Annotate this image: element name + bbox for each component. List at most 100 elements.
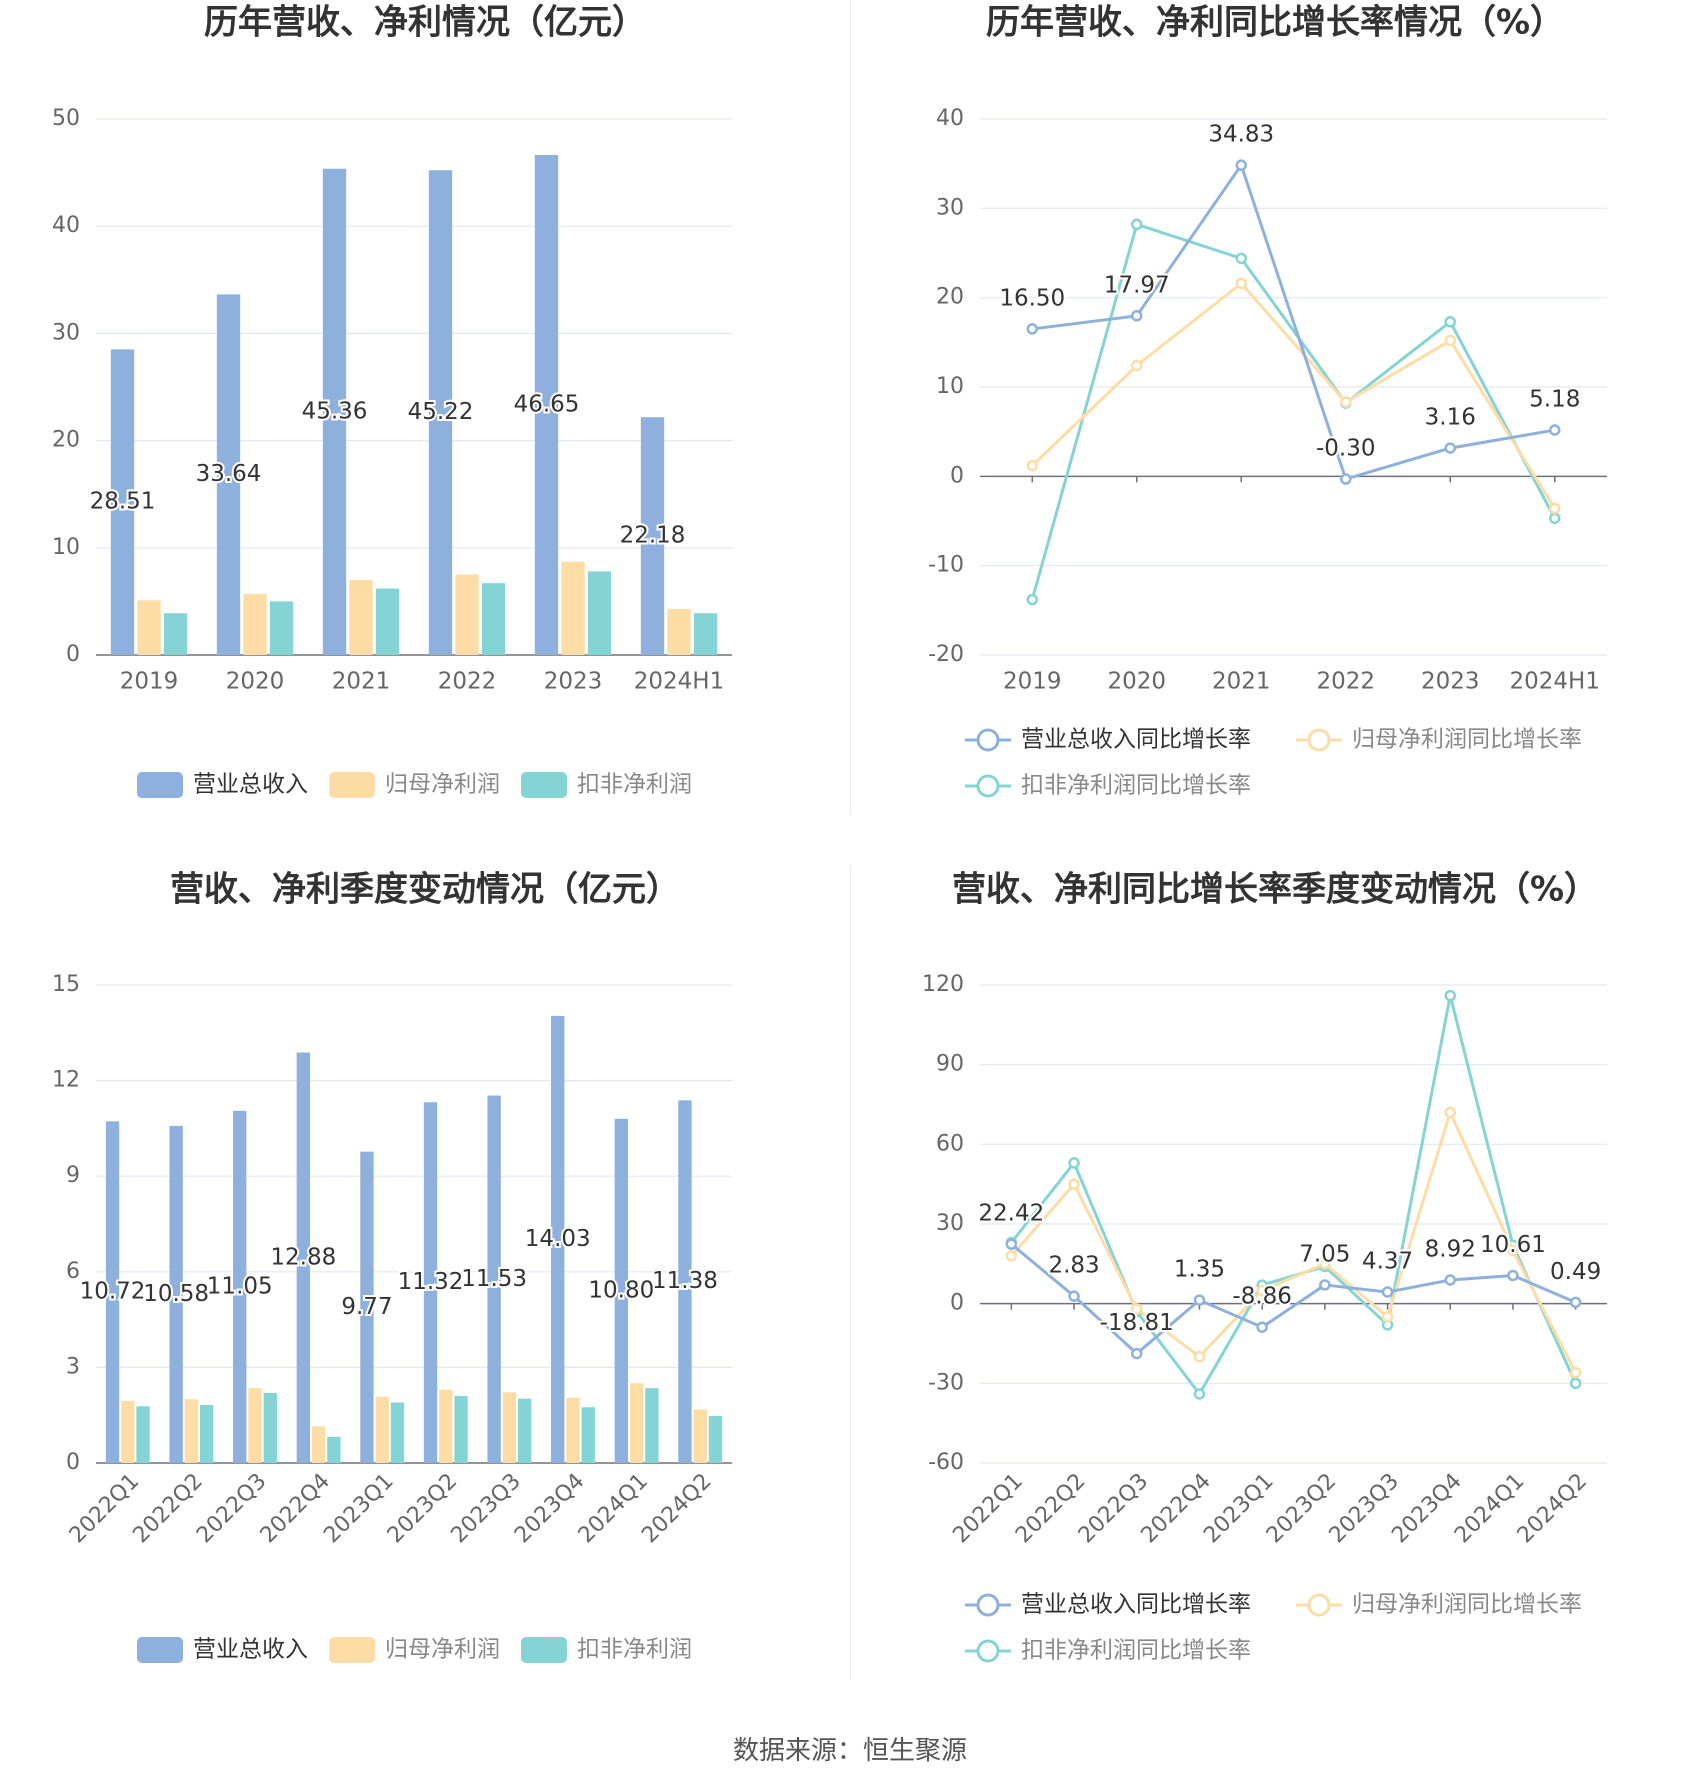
data-label: 11.32 [398,1269,464,1295]
x-tick-label: 2021 [332,669,391,695]
data-label: 16.50 [999,285,1065,311]
bar [296,1052,311,1463]
data-label: 33.64 [196,461,262,487]
x-tick-label: 2023 [1421,669,1480,695]
bar [263,1392,277,1463]
data-point [1131,218,1143,231]
legend-swatch [137,772,183,798]
x-tick-label: 2024H1 [1510,669,1600,695]
x-tick-label: 2020 [1107,669,1166,695]
data-point [1235,159,1247,171]
legend-label: 归母净利润 [385,1637,500,1663]
bar [517,1398,532,1463]
legend-marker [976,1639,1000,1663]
legend-label: 营业总收入同比增长率 [1021,1592,1251,1618]
bar [269,601,294,655]
vertical-divider-bottom [850,865,851,1680]
legend-label: 归母净利润同比增长率 [1352,1592,1582,1618]
data-point [1549,424,1561,436]
bar [534,154,559,656]
data-point [1340,473,1352,485]
data-point [1444,1274,1456,1286]
x-tick-label: 2019 [1003,669,1062,695]
bar [487,1095,501,1463]
data-label: 34.83 [1208,122,1274,148]
bar [322,168,347,656]
y-tick-label: 12 [52,1068,80,1093]
y-tick-label: 0 [950,1291,964,1316]
y-tick-label: -20 [928,642,964,667]
series-line [1031,281,1557,510]
legend-label: 归母净利润 [385,772,500,798]
legend-swatch [137,1637,183,1663]
legend-marker [1307,728,1331,752]
bar [566,1397,580,1463]
bar [645,1388,659,1463]
x-tick-label: 2019 [120,669,179,695]
data-point [1569,1377,1582,1390]
bar [708,1415,723,1463]
bar [248,1388,262,1463]
legend-marker [1307,1593,1331,1617]
data-label: 46.65 [514,391,580,417]
data-point [1319,1279,1331,1291]
x-tick-label: 2024H1 [634,669,724,695]
y-tick-label: 30 [936,1211,964,1236]
data-point [1026,323,1038,335]
legend-swatch [329,772,375,798]
y-tick-label: -60 [928,1450,964,1475]
data-point [1193,1351,1206,1363]
data-point [1444,989,1456,1002]
data-point [1444,1106,1456,1119]
x-tick-label: 2023Q3 [446,1469,525,1548]
x-tick-label: 2022 [1316,669,1375,695]
chart-title: 历年营收、净利情况（亿元） [204,3,646,43]
data-label: 17.97 [1104,272,1170,298]
data-label: 10.72 [80,1279,146,1305]
chart-title: 历年营收、净利同比增长率情况（%） [986,3,1564,43]
data-point [1193,1388,1206,1400]
chart-panel-3: 营收、净利季度变动情况（亿元）036912152022Q12022Q22022Q… [52,870,732,1663]
data-label: 9.77 [341,1294,392,1320]
data-point [1256,1321,1268,1333]
bar [184,1399,199,1463]
data-point [1026,593,1038,606]
bar [375,1396,389,1463]
bar [581,1407,595,1463]
bar [121,1400,135,1463]
data-point [1193,1294,1206,1306]
data-point [1068,1178,1080,1190]
chart-panel-1: 历年营收、净利情况（亿元） 0 10 20 30 40 50 2019 2020 2021 2022… [52,3,732,798]
x-tick-label: 2024Q2 [637,1469,716,1548]
data-label: -0.30 [1316,436,1376,462]
bar [667,608,691,655]
data-source-footer: 数据来源：恒生聚源 [732,1736,967,1766]
legend-swatch [329,1637,375,1663]
series-line [1010,995,1578,1397]
legend-label: 营业总收入 [193,1637,308,1663]
y-tick-label: 50 [52,106,80,131]
bar [678,1100,692,1463]
y-tick-label: 20 [936,285,964,310]
data-point [1256,1284,1268,1297]
y-tick-label: 120 [922,972,964,997]
x-tick-label: 2023Q2 [383,1469,462,1548]
x-tick-label: 2022Q2 [128,1469,207,1548]
data-point [1507,1244,1519,1257]
data-label: 7.05 [1299,1241,1350,1267]
data-label: 11.53 [461,1266,527,1292]
chart-panel-4: 营收、净利同比增长率季度变动情况（%）-60-3003060901202022Q… [922,870,1607,1664]
x-tick-label: 2023 [544,669,603,695]
bar [137,600,161,655]
bar [349,579,373,655]
data-label: 5.18 [1529,387,1580,413]
bar [693,1409,707,1463]
bar [614,1118,629,1463]
series-line [1030,222,1557,601]
data-point [1569,1296,1582,1309]
series-line [1010,1242,1577,1356]
data-point [1444,316,1456,328]
y-tick-label: 9 [66,1163,80,1188]
y-tick-label: 0 [950,463,964,488]
